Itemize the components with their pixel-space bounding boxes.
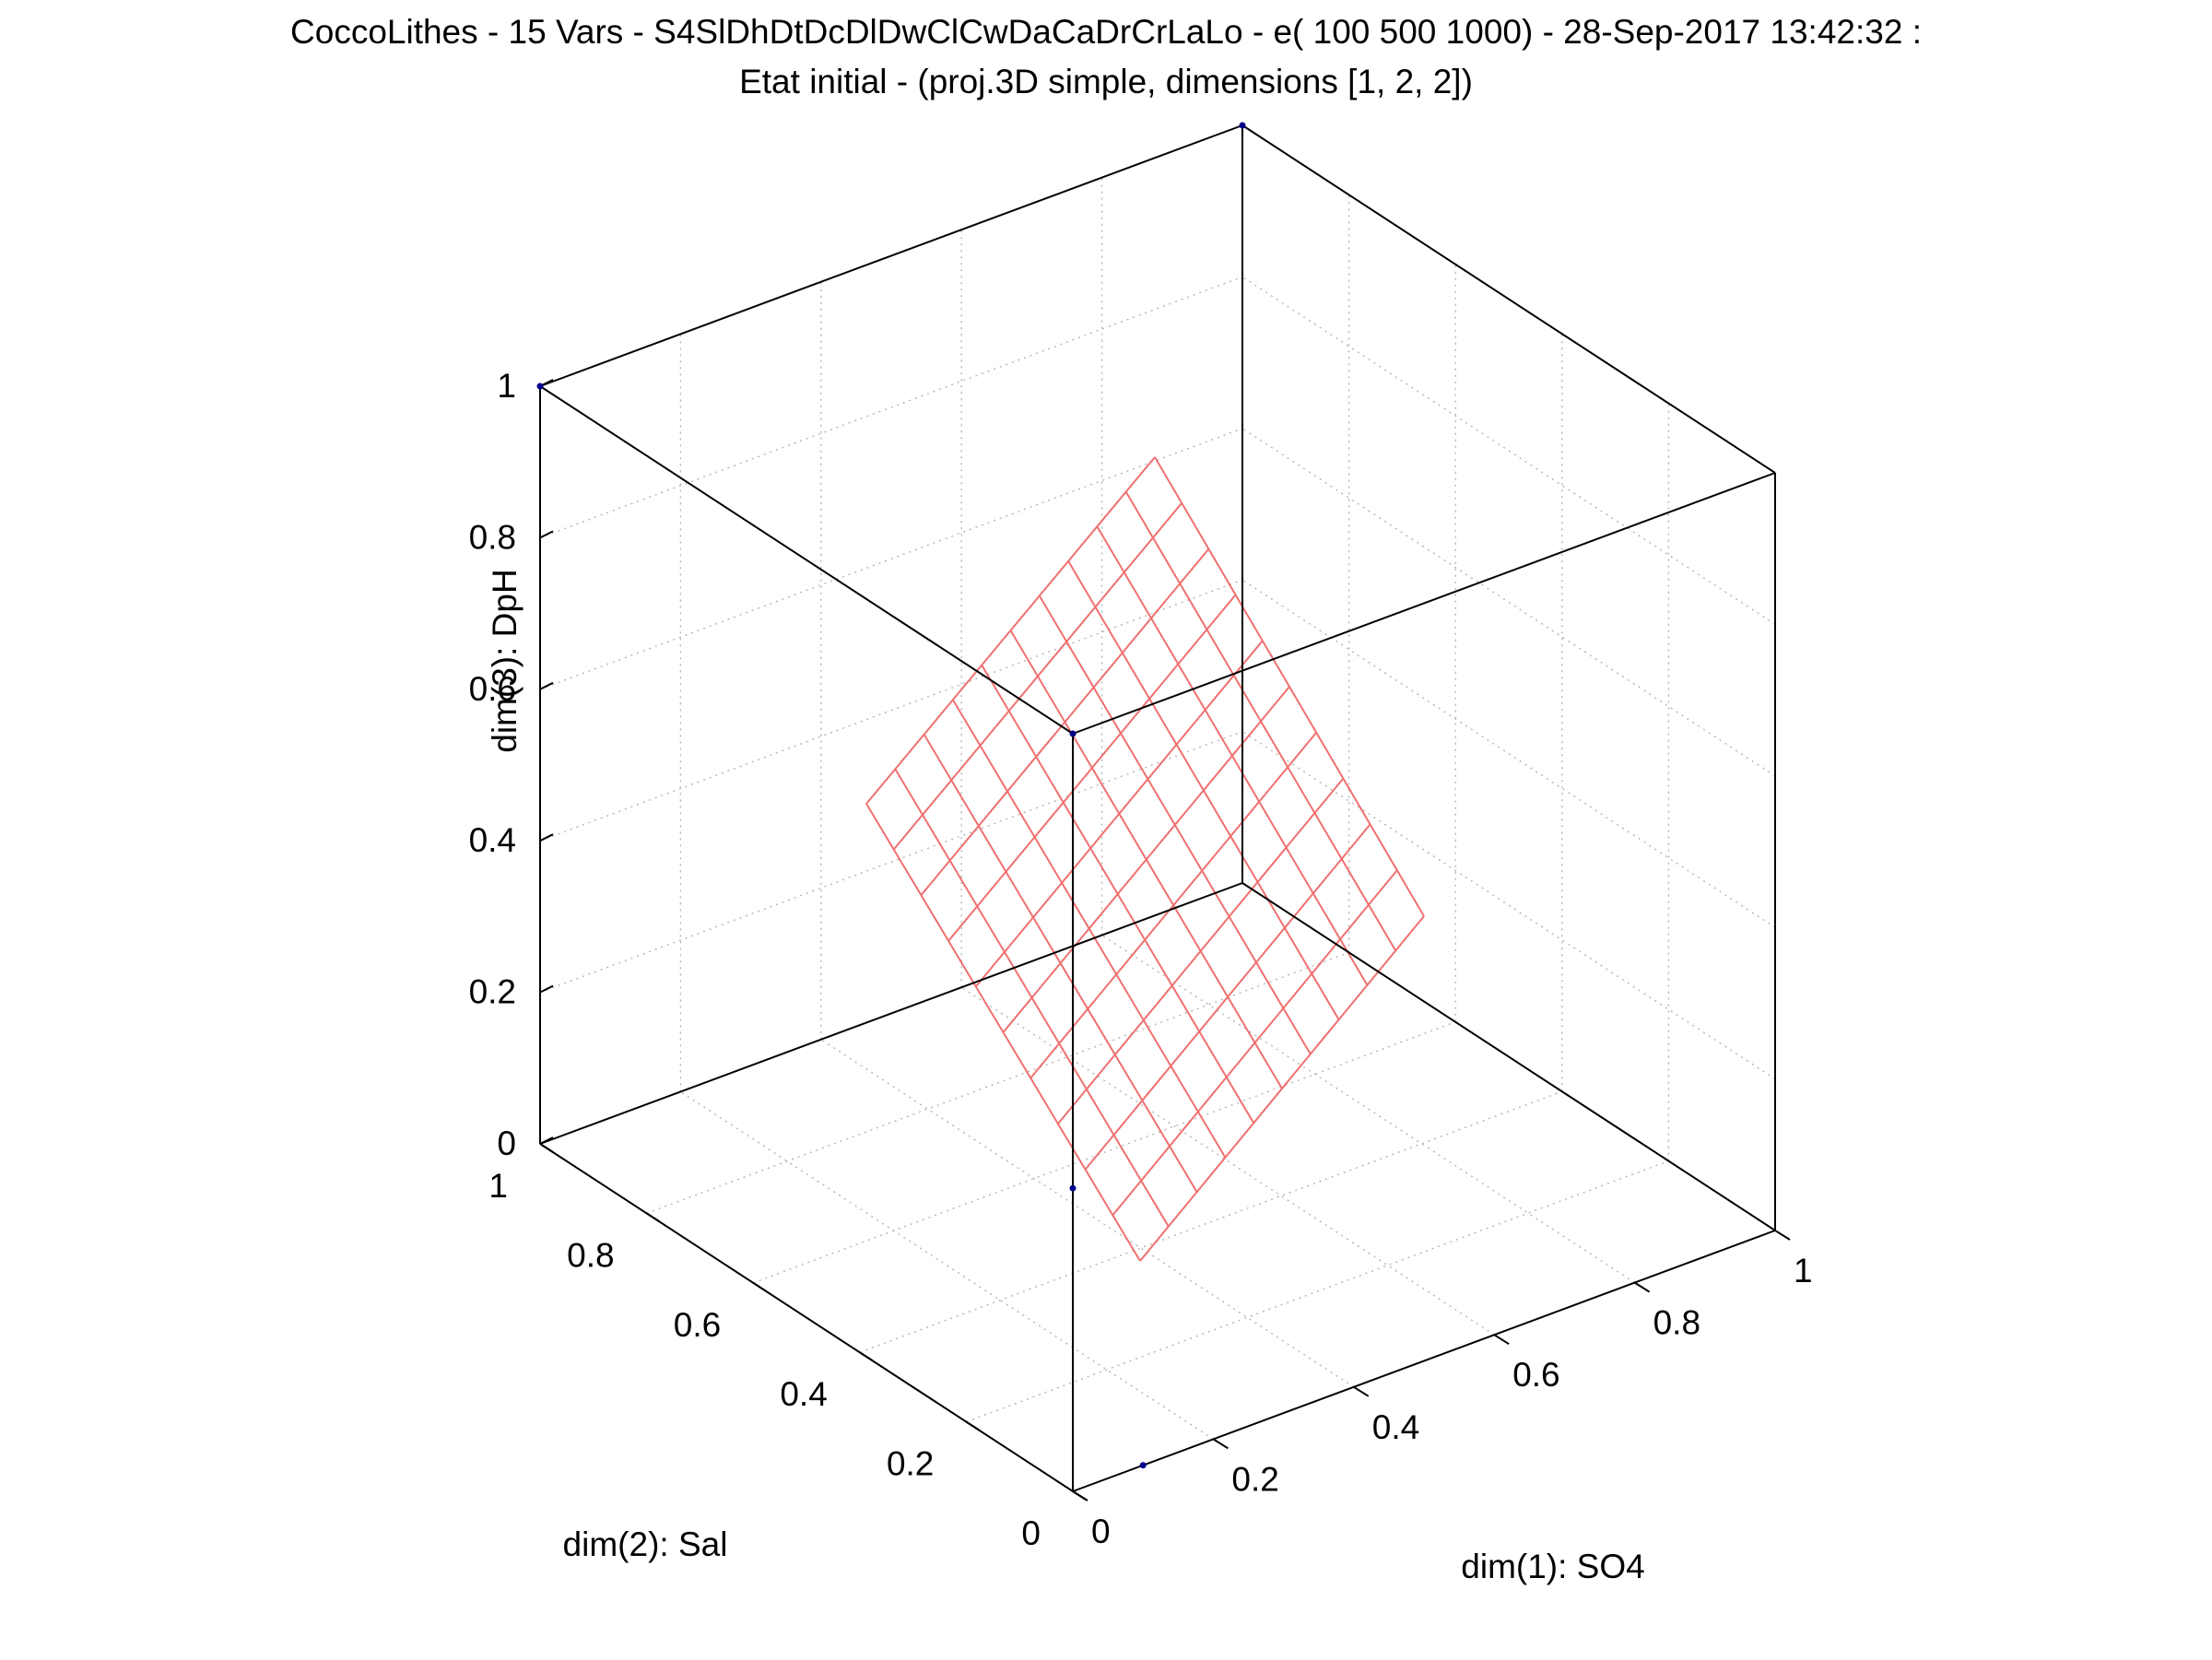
y-tick-mark xyxy=(859,1351,874,1362)
z-tick-label: 0.8 xyxy=(469,518,516,556)
y-tick-label: 0.2 xyxy=(887,1445,934,1483)
x-tick-mark xyxy=(1212,1438,1229,1450)
data-point xyxy=(1069,1184,1077,1192)
z-tick-mark xyxy=(539,1136,554,1145)
axes-box-edge xyxy=(1072,1230,1776,1492)
surface-mesh-line xyxy=(975,640,1264,988)
grid-lines xyxy=(539,177,1776,1440)
z-axis-label: dim(3): DpH xyxy=(486,569,524,752)
x-tick-label: 1 xyxy=(1794,1252,1813,1289)
axes-box-edge xyxy=(539,124,1243,387)
x-tick-label: 0 xyxy=(1091,1513,1111,1550)
chart-title: CoccoLithes - 15 Vars - S4SlDhDtDcDlDwCl… xyxy=(290,13,1922,51)
y-tick-label: 0.6 xyxy=(674,1306,721,1344)
surface-mesh-line xyxy=(865,456,1156,805)
grid-line xyxy=(1241,579,1776,928)
z-tick-mark xyxy=(539,530,554,539)
y-tick-label: 1 xyxy=(488,1167,508,1205)
x-tick-label: 0.6 xyxy=(1512,1356,1559,1394)
x-tick-label: 0.4 xyxy=(1372,1408,1419,1446)
surface-mesh-line xyxy=(1057,777,1345,1124)
axes-box-edge xyxy=(1072,472,1776,735)
grid-line xyxy=(1241,276,1776,625)
x-tick-mark xyxy=(1634,1281,1651,1293)
z-tick-label: 0.2 xyxy=(469,973,516,1011)
y-tick-label: 0.8 xyxy=(567,1236,614,1274)
grid-line xyxy=(646,951,1349,1215)
axes-box xyxy=(539,124,1776,1492)
x-tick-label: 0.8 xyxy=(1653,1304,1700,1342)
axes-box-edge xyxy=(539,882,1243,1145)
y-tick-label: 0 xyxy=(1021,1514,1041,1552)
grid-line xyxy=(1101,935,1635,1284)
data-point xyxy=(1139,1462,1147,1469)
y-tick-mark xyxy=(646,1212,661,1223)
data-point xyxy=(1069,730,1077,737)
surface-mesh-line xyxy=(1030,732,1317,1079)
axis-ticks: 0 0.2 0.4 0.6 0.8 1 0 0.2 0.4 0.6 0.8 1 0 0.2 0.4 0.6 0.… xyxy=(469,367,1813,1552)
axes-box-edge xyxy=(1241,124,1776,474)
grid-line xyxy=(539,276,1243,539)
z-tick-mark xyxy=(539,984,554,994)
surface-mesh-line xyxy=(920,547,1210,896)
surface-mesh-line xyxy=(1084,823,1371,1171)
data-points xyxy=(536,122,1246,1469)
z-tick-label: 0.6 xyxy=(469,670,516,708)
surface-mesh-line xyxy=(1112,869,1398,1217)
grid-line xyxy=(1241,428,1776,777)
grid-line xyxy=(680,1090,1214,1440)
chart-subtitle: Etat initial - (proj.3D simple, dimensio… xyxy=(739,63,1473,100)
z-tick-mark xyxy=(539,833,554,842)
x-tick-mark xyxy=(1072,1490,1088,1501)
x-tick-mark xyxy=(1774,1230,1791,1241)
grid-line xyxy=(960,986,1495,1336)
z-tick-label: 0 xyxy=(497,1124,516,1162)
surface-mesh-line xyxy=(1139,915,1425,1262)
axes-box-edge xyxy=(539,385,1074,735)
grid-line xyxy=(539,579,1243,842)
axes-box-edge xyxy=(1241,882,1776,1231)
x-tick-mark xyxy=(1493,1334,1510,1346)
y-tick-mark xyxy=(965,1420,980,1431)
z-tick-mark xyxy=(539,681,554,690)
grid-line xyxy=(966,1160,1669,1423)
y-tick-label: 0.4 xyxy=(780,1375,827,1413)
data-point xyxy=(536,383,544,390)
grid-line xyxy=(859,1090,1563,1353)
data-point xyxy=(1239,122,1246,129)
surface-mesh xyxy=(865,456,1425,1262)
grid-line xyxy=(752,1021,1456,1284)
y-tick-mark xyxy=(752,1281,767,1292)
x-tick-mark xyxy=(1353,1385,1370,1397)
x-axis-label: dim(1): SO4 xyxy=(1461,1548,1644,1585)
grid-line xyxy=(1241,731,1776,1080)
y-tick-mark xyxy=(539,1143,554,1153)
surface-mesh-line xyxy=(947,594,1237,942)
grid-line xyxy=(539,730,1243,994)
grid-line xyxy=(820,1039,1355,1388)
surface-mesh-line xyxy=(892,502,1182,851)
axes-box-edge xyxy=(539,1143,1074,1492)
z-tick-label: 0.4 xyxy=(469,821,516,859)
grid-line xyxy=(539,428,1243,690)
x-tick-label: 0.2 xyxy=(1231,1460,1278,1498)
y-axis-label: dim(2): Sal xyxy=(563,1525,728,1563)
z-tick-label: 1 xyxy=(497,367,516,405)
surface-mesh-line xyxy=(1002,686,1290,1033)
